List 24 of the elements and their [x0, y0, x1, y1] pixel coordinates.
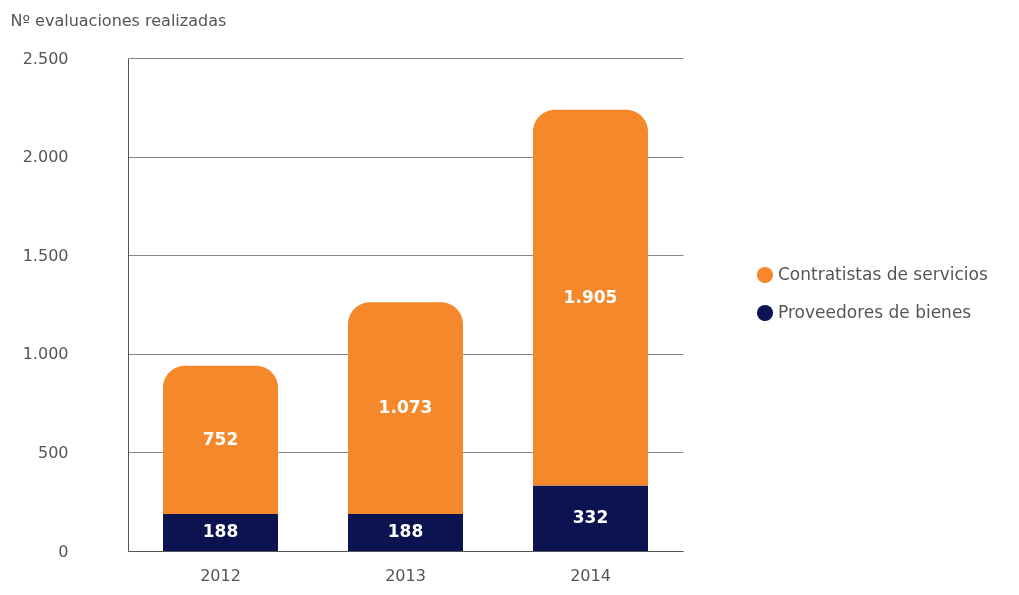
data-label: 332	[572, 507, 609, 528]
y-tick-label: 1.500	[22, 245, 69, 265]
y-tick-label: 0	[58, 541, 69, 561]
legend-label: Proveedores de bienes	[778, 302, 972, 322]
y-tick-label: 1.000	[22, 344, 69, 364]
data-label: 1.905	[563, 286, 618, 307]
data-label: 1.073	[378, 397, 433, 418]
y-tick-label: 2.000	[22, 147, 69, 167]
bar	[533, 109, 648, 486]
data-label: 188	[387, 521, 424, 542]
x-tick-label: 2013	[385, 565, 426, 585]
x-tick-label: 2014	[570, 565, 611, 585]
data-label: 752	[202, 428, 239, 449]
data-label: 188	[202, 521, 239, 542]
bar	[348, 302, 463, 514]
legend-label: Contratistas de servicios	[778, 264, 988, 284]
bar	[163, 365, 278, 514]
y-axis-title: Nº evaluaciones realizadas	[10, 10, 227, 30]
y-tick-label: 500	[37, 442, 69, 462]
bar	[533, 485, 648, 551]
x-tick-label: 2012	[200, 565, 241, 585]
y-tick-label: 2.500	[22, 48, 69, 68]
bar	[163, 513, 278, 551]
bar	[348, 513, 463, 551]
